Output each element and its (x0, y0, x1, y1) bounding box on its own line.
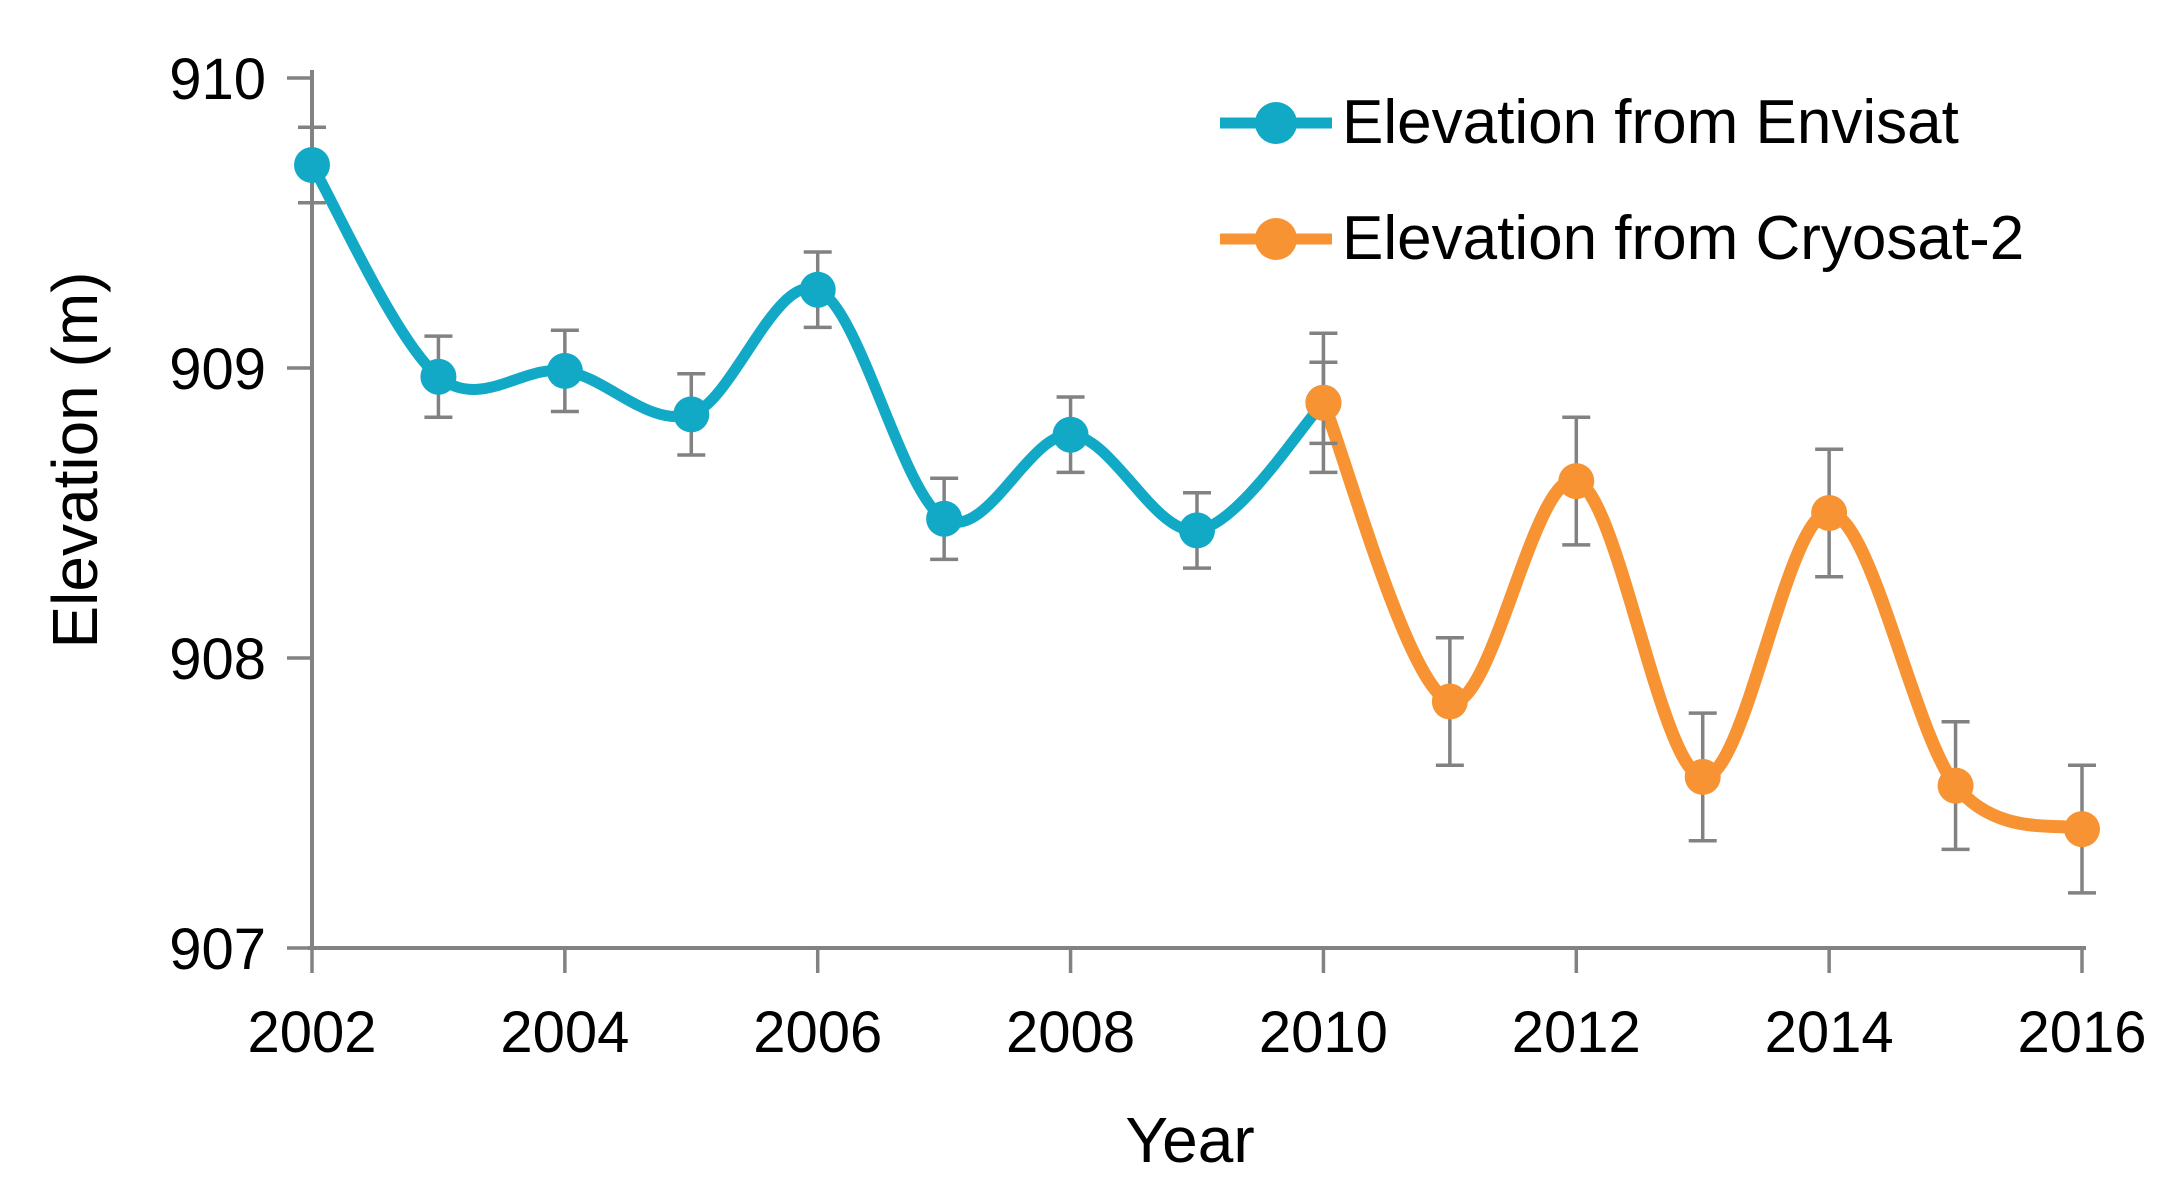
x-tick-label: 2014 (1765, 1000, 1894, 1065)
data-point-marker-envisat (1052, 416, 1089, 453)
data-point-marker-cryosat2 (1811, 495, 1848, 531)
x-tick-label: 2010 (1259, 1000, 1388, 1065)
data-point-marker-envisat (546, 352, 583, 389)
legend-marker-cryosat2-icon (1220, 218, 1332, 260)
data-point-marker-cryosat2 (1431, 683, 1468, 720)
data-point-marker-cryosat2 (2064, 811, 2100, 848)
x-tick-label: 2012 (1512, 1000, 1641, 1065)
x-tick-label: 2008 (1006, 1000, 1135, 1065)
x-axis-title: Year (1125, 1104, 1255, 1176)
y-tick-label: 907 (169, 917, 266, 982)
legend: Elevation from Envisat Elevation from Cr… (1220, 81, 2024, 281)
y-axis-title: Elevation (m) (39, 271, 111, 649)
data-point-marker-envisat (1179, 512, 1215, 549)
x-tick-label: 2016 (2017, 1000, 2146, 1065)
x-tick-label: 2006 (753, 1000, 882, 1065)
y-tick-label: 910 (169, 47, 266, 112)
data-point-marker-envisat (420, 358, 457, 395)
legend-marker-envisat-icon (1220, 102, 1332, 144)
data-point-marker-cryosat2 (1684, 758, 1721, 795)
x-tick-label: 2004 (500, 1000, 629, 1065)
legend-item-envisat: Elevation from Envisat (1220, 81, 2024, 165)
data-point-marker-cryosat2 (1305, 384, 1342, 421)
data-point-marker-cryosat2 (1937, 767, 1974, 804)
legend-label-cryosat2: Elevation from Cryosat-2 (1342, 204, 2025, 273)
y-tick-label: 909 (169, 337, 266, 402)
data-point-marker-cryosat2 (1558, 463, 1595, 500)
data-point-marker-envisat (294, 147, 330, 183)
legend-item-cryosat2: Elevation from Cryosat-2 (1220, 197, 2024, 281)
data-point-marker-envisat (926, 500, 963, 537)
series-line-envisat (306, 159, 1329, 536)
legend-label-envisat: Elevation from Envisat (1342, 88, 1959, 157)
y-tick-label: 908 (169, 627, 266, 692)
data-point-marker-envisat (673, 396, 710, 433)
data-point-marker-envisat (799, 271, 836, 308)
x-tick-label: 2002 (247, 1000, 376, 1065)
